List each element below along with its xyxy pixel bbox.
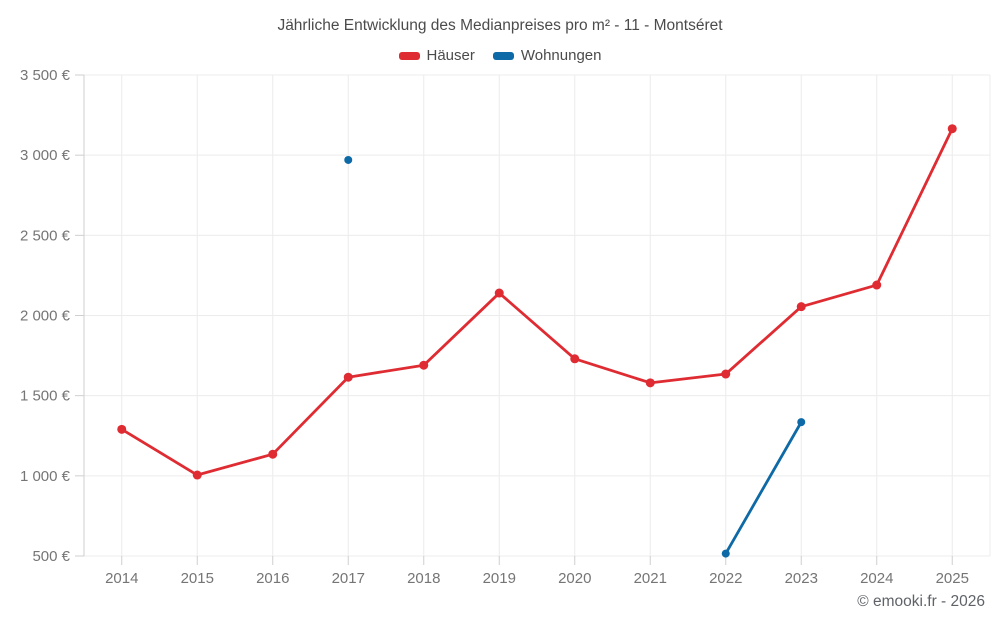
x-axis-label: 2019 [483, 570, 516, 587]
x-axis-label: 2022 [709, 570, 742, 587]
y-axis-label: 3 000 € [20, 147, 71, 164]
legend-label-haeuser: Häuser [426, 47, 475, 64]
legend-swatch-wohnungen-icon [492, 51, 514, 60]
data-point-hauser-2018[interactable] [419, 360, 429, 370]
y-axis-label: 2 500 € [20, 227, 71, 244]
data-point-hauser-2021[interactable] [645, 378, 655, 388]
data-point-hauser-2020[interactable] [570, 354, 580, 364]
legend-item-haeuser[interactable]: Häuser [398, 47, 475, 64]
x-axis-label: 2015 [181, 570, 214, 587]
data-point-hauser-2015[interactable] [192, 470, 202, 480]
y-axis-label: 500 € [32, 548, 70, 565]
y-axis-label: 3 500 € [20, 67, 71, 84]
x-axis-label: 2020 [558, 570, 591, 587]
data-point-hauser-2014[interactable] [117, 424, 127, 434]
x-axis-label: 2024 [860, 570, 893, 587]
data-point-wohnungen-2022[interactable] [721, 549, 730, 558]
x-axis-label: 2017 [332, 570, 365, 587]
x-axis-label: 2014 [105, 570, 138, 587]
series-line-wohnungen [724, 420, 803, 555]
chart-legend: Häuser Wohnungen [0, 47, 1000, 64]
legend-label-wohnungen: Wohnungen [520, 47, 602, 64]
x-axis-label: 2021 [634, 570, 667, 587]
x-axis-label: 2023 [785, 570, 818, 587]
legend-swatch-haeuser-icon [398, 51, 420, 60]
y-axis-label: 2 000 € [20, 308, 71, 325]
y-axis-label: 1 000 € [20, 468, 71, 485]
data-point-hauser-2024[interactable] [872, 280, 882, 290]
chart-title: Jährliche Entwicklung des Medianpreises … [277, 17, 723, 34]
data-point-hauser-2022[interactable] [721, 369, 731, 379]
data-point-hauser-2019[interactable] [494, 288, 504, 298]
data-point-hauser-2023[interactable] [796, 302, 806, 312]
series-line-hauser [120, 127, 954, 477]
x-axis-label: 2018 [407, 570, 440, 587]
data-point-hauser-2016[interactable] [268, 449, 278, 459]
x-axis-label: 2016 [256, 570, 289, 587]
data-point-hauser-2025[interactable] [947, 124, 957, 134]
legend-item-wohnungen[interactable]: Wohnungen [492, 47, 602, 64]
watermark: © emooki.fr - 2026 [857, 593, 985, 610]
y-axis-label: 1 500 € [20, 388, 71, 405]
data-point-wohnungen-2023[interactable] [797, 418, 806, 427]
data-point-hauser-2017[interactable] [343, 372, 353, 382]
x-axis-label: 2025 [936, 570, 969, 587]
data-point-wohnungen-2017[interactable] [344, 155, 353, 164]
